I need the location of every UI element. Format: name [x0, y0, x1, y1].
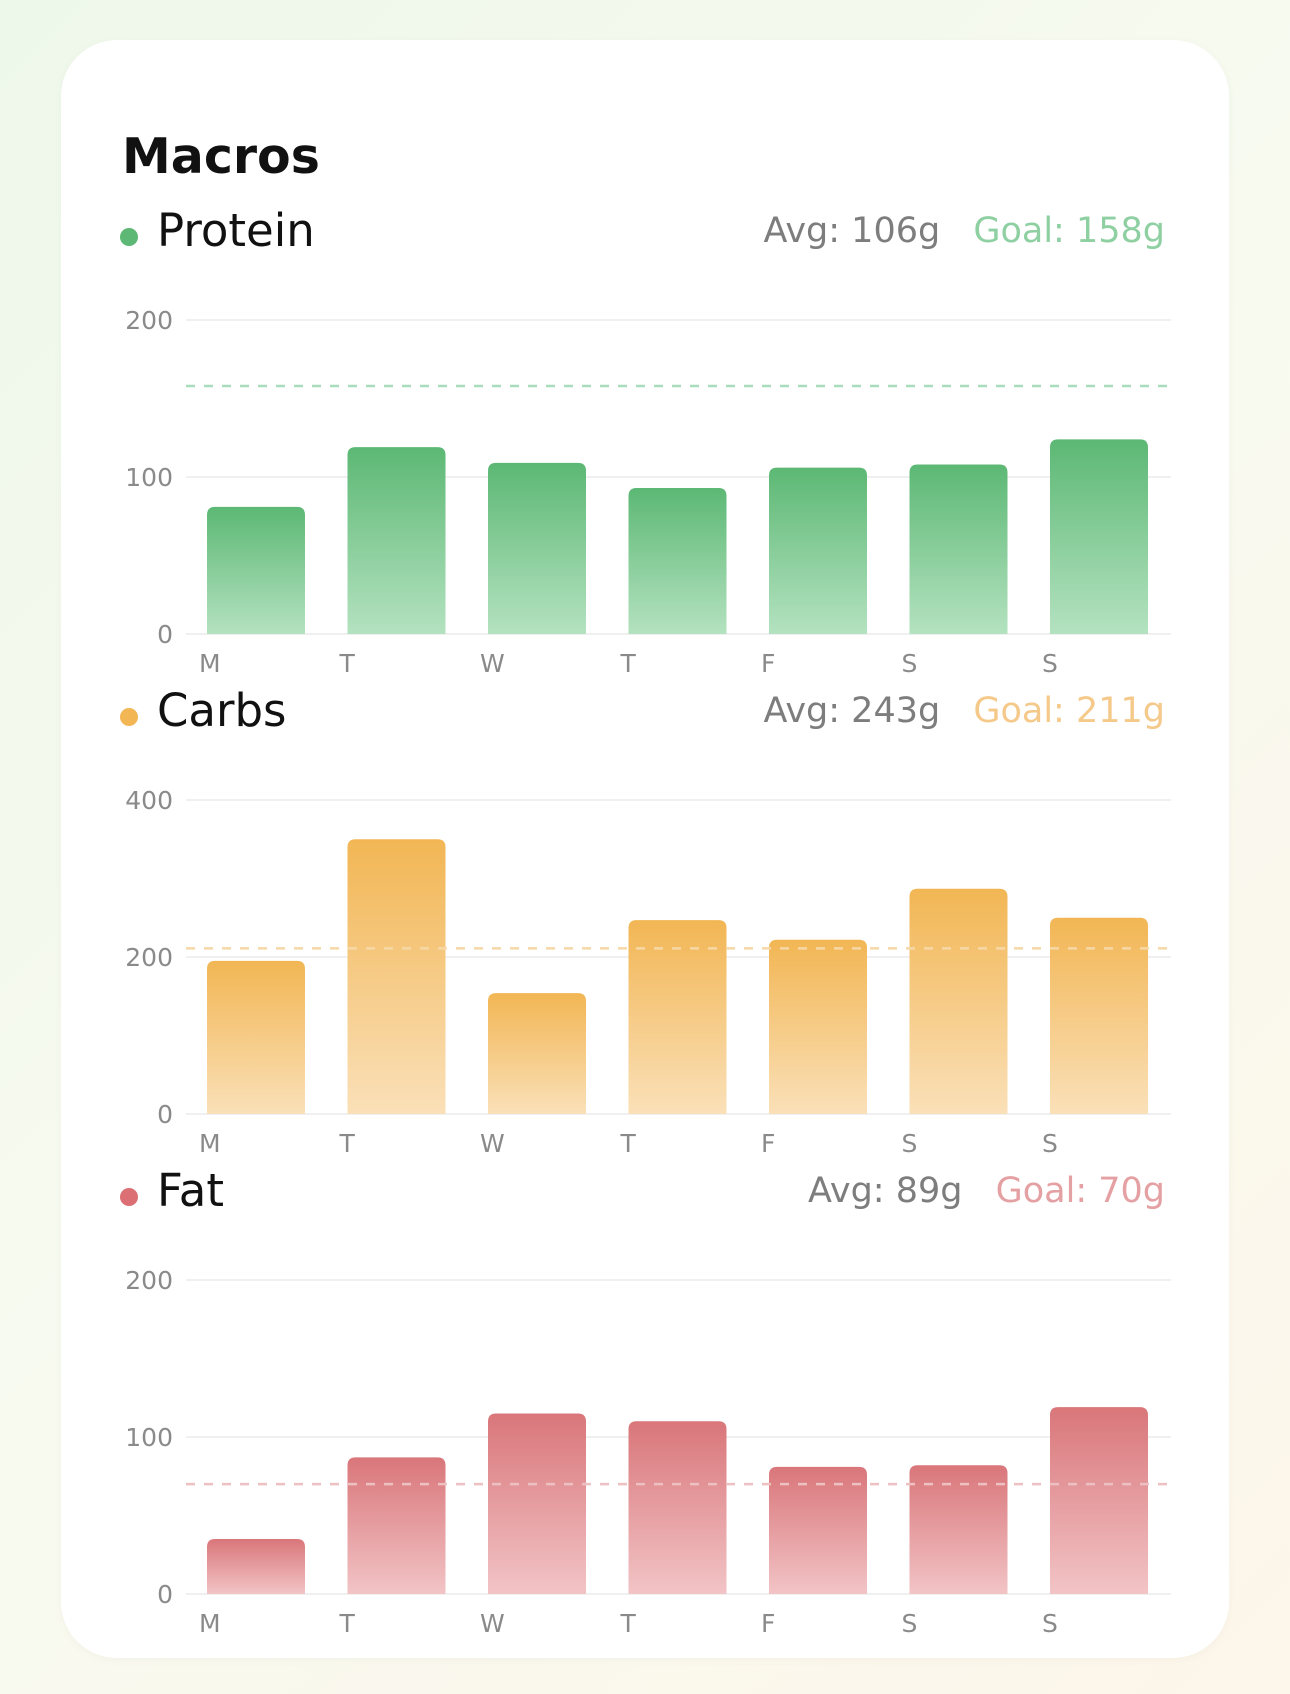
- protein-x-tick-label: T: [620, 649, 637, 678]
- protein-bar-chart: 0 100 200 M T W T F S S: [125, 306, 1171, 678]
- fat-bar-2: [488, 1413, 586, 1594]
- carbs-bar-2: [488, 993, 586, 1114]
- fat-bar-5: [909, 1465, 1008, 1594]
- fat-x-tick-label: M: [199, 1609, 221, 1638]
- macros-card: Macros Protein Avg: 106g Goal: 158g 0 100…: [61, 40, 1229, 1658]
- fat-dot-icon: [120, 1188, 138, 1206]
- macro-name-protein: Protein: [157, 204, 315, 257]
- protein-bar-2: [488, 462, 586, 634]
- carbs-x-tick-label: S: [902, 1129, 918, 1158]
- fat-x-tick-label: T: [620, 1609, 637, 1638]
- fat-bar-0: [207, 1539, 305, 1594]
- protein-y-tick-label: 0: [157, 620, 173, 649]
- protein-dot-icon: [120, 228, 138, 246]
- carbs-bar-1: [347, 839, 446, 1114]
- fat-bar-3: [628, 1421, 727, 1594]
- fat-x-tick-label: F: [761, 1609, 775, 1638]
- fat-x-tick-label: W: [480, 1609, 505, 1638]
- macro-stats-protein: Avg: 106g Goal: 158g: [763, 214, 1165, 249]
- fat-x-tick-label: S: [1042, 1609, 1058, 1638]
- protein-bar-4: [769, 467, 867, 634]
- carbs-x-tick-label: F: [761, 1129, 775, 1158]
- fat-bar-1: [347, 1457, 446, 1594]
- protein-x-tick-label: M: [199, 649, 221, 678]
- carbs-dot-icon: [120, 708, 138, 726]
- carbs-x-tick-label: T: [339, 1129, 356, 1158]
- carbs-bar-5: [909, 888, 1008, 1114]
- protein-x-tick-label: F: [761, 649, 775, 678]
- carbs-y-tick-label: 0: [157, 1100, 173, 1129]
- protein-y-tick-label: 200: [125, 306, 173, 335]
- protein-x-tick-label: S: [1042, 649, 1058, 678]
- protein-bar-1: [347, 447, 446, 634]
- fat-x-tick-label: T: [339, 1609, 356, 1638]
- carbs-bar-3: [628, 920, 727, 1114]
- macro-name-fat: Fat: [157, 1164, 224, 1217]
- carbs-bar-4: [769, 939, 867, 1114]
- protein-bar-0: [207, 506, 305, 634]
- carbs-x-tick-label: T: [620, 1129, 637, 1158]
- carbs-y-tick-label: 400: [125, 786, 173, 815]
- protein-bar-3: [628, 487, 727, 634]
- fat-bar-4: [769, 1466, 867, 1594]
- fat-y-tick-label: 200: [125, 1266, 173, 1295]
- carbs-bar-6: [1050, 917, 1148, 1114]
- fat-bar-6: [1050, 1407, 1148, 1594]
- carbs-x-tick-label: M: [199, 1129, 221, 1158]
- fat-y-tick-label: 0: [157, 1580, 173, 1609]
- carbs-x-tick-label: S: [1042, 1129, 1058, 1158]
- fat-bar-chart: 0 100 200 M T W T F S S: [125, 1266, 1171, 1638]
- section-fat: Fat Avg: 89g Goal: 70g 0 100 200 M T W T F S S: [61, 1164, 1229, 1638]
- carbs-bar-chart: 0 200 400 M T W T F S S: [125, 786, 1171, 1158]
- goal-label-fat: Goal: 70g: [995, 1171, 1165, 1211]
- macro-stats-carbs: Avg: 243g Goal: 211g: [763, 694, 1165, 729]
- goal-label-protein: Goal: 158g: [973, 211, 1165, 251]
- avg-label-fat: Avg: 89g: [807, 1171, 963, 1211]
- macro-name-carbs: Carbs: [157, 684, 287, 737]
- protein-y-tick-label: 100: [125, 463, 173, 492]
- avg-label-protein: Avg: 106g: [763, 211, 941, 251]
- protein-x-tick-label: S: [902, 649, 918, 678]
- fat-y-tick-label: 100: [125, 1423, 173, 1452]
- section-protein: Protein Avg: 106g Goal: 158g 0 100 200 M T W T…: [61, 204, 1229, 678]
- protein-x-tick-label: T: [339, 649, 356, 678]
- macro-stats-fat: Avg: 89g Goal: 70g: [808, 1174, 1165, 1209]
- carbs-bar-0: [207, 960, 305, 1114]
- avg-label-carbs: Avg: 243g: [763, 691, 941, 731]
- card-title: Macros: [122, 128, 320, 185]
- section-carbs: Carbs Avg: 243g Goal: 211g 0 200 400 M T W T F S…: [61, 684, 1229, 1158]
- carbs-y-tick-label: 200: [125, 943, 173, 972]
- protein-bar-5: [909, 464, 1008, 634]
- carbs-x-tick-label: W: [480, 1129, 505, 1158]
- goal-label-carbs: Goal: 211g: [973, 691, 1165, 731]
- protein-bar-6: [1050, 439, 1148, 634]
- protein-x-tick-label: W: [480, 649, 505, 678]
- fat-x-tick-label: S: [902, 1609, 918, 1638]
